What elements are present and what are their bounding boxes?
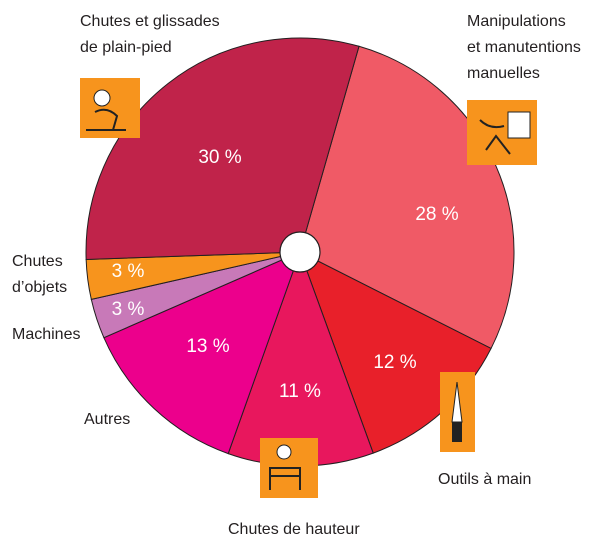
category-label: Chutes d’objets [12,249,67,301]
category-label: Outils à main [438,467,531,493]
category-label: Autres [84,407,130,433]
icon [80,78,140,138]
value-label: 30 % [198,147,241,168]
value-label: 13 % [186,336,229,357]
center-hole [280,232,320,272]
icon [260,438,318,498]
category-label: Machines [12,322,80,348]
icon [467,100,537,165]
category-label: Manipulations et manutentions manuelles [467,9,581,87]
value-label: 11 % [279,381,321,402]
icon [440,372,475,452]
category-label: Chutes de hauteur [228,517,360,543]
value-label: 12 % [373,352,416,373]
value-label: 3 % [112,299,145,320]
value-label: 28 % [415,204,458,225]
page: 28 % 12 % 11 % 13 % 3 % 3 % 30 % Manipulations… [0,0,601,542]
value-label: 3 % [112,261,145,282]
category-label: Chutes et glissades de plain-pied [80,9,220,61]
